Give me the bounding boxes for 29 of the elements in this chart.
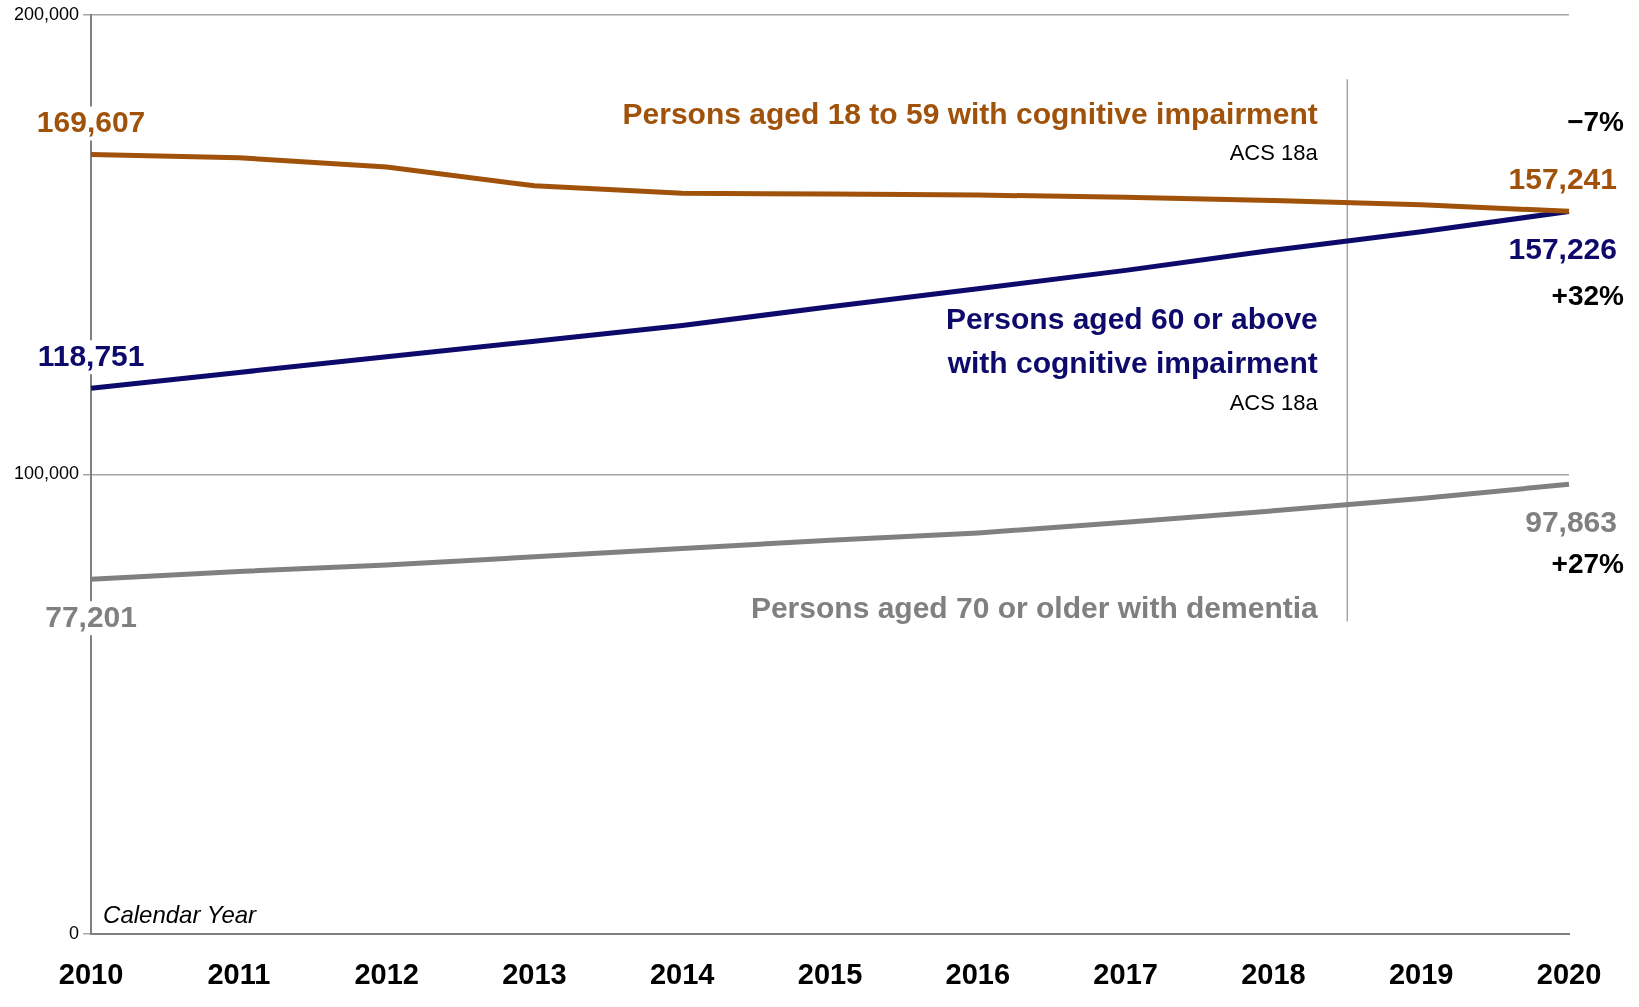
x-tick-label: 2020 (1536, 957, 1602, 990)
y-tick-label: 100,000 (13, 463, 80, 484)
data-label: 118,751 (37, 338, 145, 372)
data-label: 77,201 (45, 599, 137, 633)
y-tick-label: 200,000 (13, 3, 80, 24)
x-tick-label: 2013 (502, 957, 567, 990)
series-label: Persons aged 18 to 59 with cognitive impairment (622, 97, 1318, 131)
data-label: 169,607 (36, 104, 146, 138)
x-tick-label: 2018 (1241, 957, 1306, 990)
data-label: 157,241 (1508, 161, 1617, 195)
x-axis-title: Calendar Year (103, 900, 258, 928)
series-label: Persons aged 70 or older with dementia (750, 591, 1319, 625)
x-tick-label: 2016 (945, 957, 1011, 990)
x-tick-label: 2014 (649, 957, 715, 990)
x-tick-label: 2011 (207, 957, 271, 990)
data-label: 157,226 (1508, 231, 1617, 265)
x-tick-label: 2012 (354, 957, 419, 990)
annotation: ACS 18a (1229, 389, 1319, 415)
annotation: +27% (1551, 547, 1625, 579)
annotation: −7% (1567, 105, 1625, 137)
x-tick-label: 2015 (797, 957, 863, 990)
series-label: Persons aged 60 or above with cognitive impairment (945, 301, 1318, 379)
x-tick-label: 2019 (1388, 957, 1454, 990)
y-tick-label: 0 (69, 923, 80, 944)
annotation: +32% (1551, 280, 1625, 312)
x-tick-label: 2010 (58, 957, 124, 990)
data-label: 97,863 (1525, 504, 1617, 538)
annotation: ACS 18a (1229, 140, 1319, 166)
x-tick-label: 2017 (1093, 957, 1158, 990)
